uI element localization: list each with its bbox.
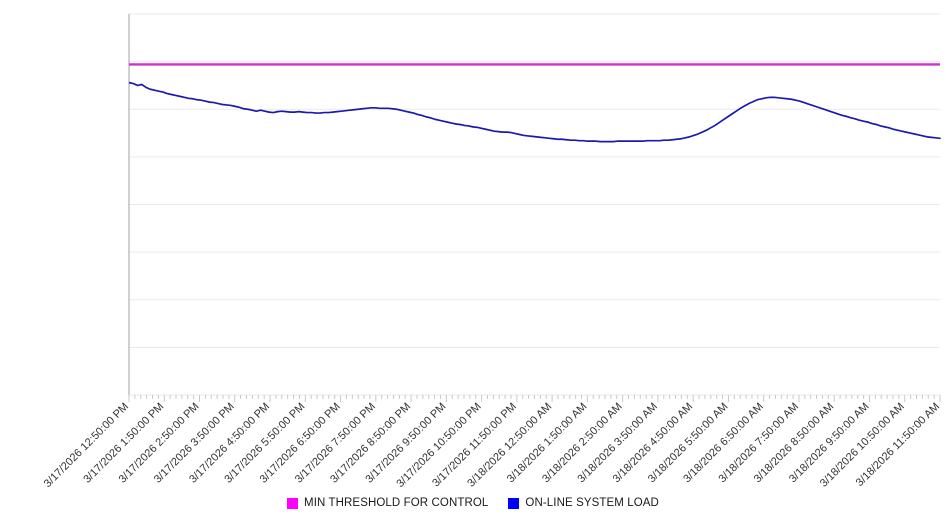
gridlines: [129, 13, 940, 396]
legend-swatch-min-threshold: [287, 497, 299, 509]
chart-legend: MIN THRESHOLD FOR CONTROL ON-LINE SYSTEM…: [0, 497, 946, 509]
legend-entry-system-load[interactable]: ON-LINE SYSTEM LOAD: [508, 497, 659, 509]
legend-label-system-load: ON-LINE SYSTEM LOAD: [525, 497, 659, 509]
legend-entry-min-threshold[interactable]: MIN THRESHOLD FOR CONTROL: [287, 497, 488, 509]
series-group: [129, 63, 941, 143]
legend-label-min-threshold: MIN THRESHOLD FOR CONTROL: [304, 497, 489, 509]
x-axis-ticks: [128, 395, 941, 402]
legend-swatch-system-load: [508, 497, 520, 509]
load-line: [129, 81, 941, 143]
x-axis-labels: 3/17/2026 12:50:00 PM3/17/2026 1:50:00 P…: [42, 401, 942, 490]
